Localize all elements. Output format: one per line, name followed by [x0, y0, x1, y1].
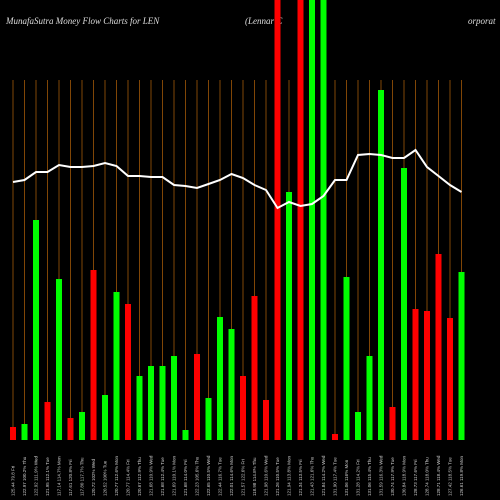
x-tick-label: 121.43 121.6% Thu	[310, 456, 315, 496]
x-tick-label: 121.84 114.2% Wed	[321, 455, 326, 496]
bar	[332, 434, 338, 440]
chart-subtitle: (Lennar C	[245, 16, 283, 26]
x-tick-label: 117.14 114.7% Mon	[57, 456, 62, 496]
bar	[424, 311, 430, 440]
x-tick-label: 120.77 112.6% Mon	[114, 456, 119, 496]
bar	[297, 0, 304, 440]
bar	[205, 398, 212, 440]
x-tick-label: 121.34 113.5% Fri	[298, 460, 303, 496]
bar	[67, 418, 74, 440]
x-tick-label: 121.57 122.6% Fri	[241, 459, 246, 496]
bar	[389, 407, 396, 440]
bar	[171, 356, 177, 440]
x-tick-label: 128.73 117.6% Fri	[413, 460, 418, 496]
bar	[21, 424, 28, 440]
bar	[194, 354, 200, 440]
x-tick-label: 120.52 100% Tue	[103, 460, 108, 496]
bar	[79, 412, 85, 440]
x-tick-label: 121.98 110.6% Wed	[264, 455, 269, 496]
bar	[182, 430, 189, 440]
bar	[263, 400, 269, 440]
x-tick-label: 121.69 110.1% Mon	[172, 456, 177, 496]
bar	[286, 192, 292, 440]
bar	[33, 220, 39, 440]
bar	[355, 412, 361, 440]
x-tick-label: 121.94 113.8% Mon	[287, 456, 292, 496]
x-tick-label: 120.67 112.9% Thu	[137, 457, 142, 496]
bar	[125, 304, 131, 440]
x-tick-label: 126.61 119.8% Mon	[459, 456, 464, 496]
bar	[447, 318, 453, 440]
bar	[90, 270, 97, 440]
plot	[10, 0, 465, 440]
bar	[113, 292, 120, 440]
bar	[102, 395, 108, 440]
x-tick-label: 122.01 114.6% Mon	[229, 456, 234, 496]
bar	[435, 254, 442, 440]
x-tick-label: 121.95 112.1% Tue	[45, 457, 50, 496]
x-tick-label: 131.90 117.4% Tue	[333, 457, 338, 496]
x-tick-label: 121.26 110.5% Tue	[275, 457, 280, 496]
x-tick-label: 122.97 100.2% Thu	[22, 456, 27, 496]
bar	[343, 277, 350, 440]
x-tick-label: 122.65 110.5% Wed	[206, 455, 211, 496]
bar	[136, 376, 143, 440]
x-tick-label: 127.42 118.5% Tue	[448, 457, 453, 496]
x-tick-label: 125.44 79.8 Fri	[11, 466, 16, 496]
price-line	[12, 148, 463, 210]
bar	[228, 329, 235, 440]
x-tick-label: 120.72 102% Wed	[91, 459, 96, 496]
bar	[401, 168, 407, 440]
bar	[159, 366, 166, 440]
bar	[378, 90, 384, 440]
x-tick-label: 121.68 110.9% Wed	[149, 455, 154, 496]
bar	[217, 317, 223, 440]
bar	[458, 272, 465, 440]
x-tick-label: 130.84 118.9% Mon	[402, 456, 407, 496]
bar	[274, 0, 281, 440]
bar	[412, 309, 419, 440]
x-tick-label: 120.77 114.4% Fri	[126, 460, 131, 496]
chart-title: MunafaSutra Money Flow Charts for LEN	[5, 16, 160, 26]
bar	[56, 279, 62, 440]
x-tick-label: 118.98 114.8% Thu	[252, 457, 257, 496]
x-tick-label: 117.80 117.7% Thu	[80, 457, 85, 496]
bar	[240, 376, 246, 440]
chart-subtitle: orporat	[468, 16, 496, 26]
x-tick-label: 122.23 105.6% Thu	[195, 456, 200, 496]
bar	[309, 0, 315, 440]
x-tick-label: 130.74 117.9% Tue	[390, 457, 395, 496]
x-tick-label: 122.92 111.9% Wed	[34, 455, 39, 496]
x-tick-label: 131.06 116% Mon	[344, 459, 349, 496]
x-tick-label: 128.74 118.0% Thu	[425, 457, 430, 496]
x-tick-label: 131.59 116.3% Wed	[379, 455, 384, 496]
x-tick-label: 121.68 112.4% Tue	[160, 457, 165, 496]
x-tick-label: 128.71 118.4% Wed	[436, 455, 441, 496]
bar	[251, 296, 258, 440]
x-tick-label: 121.68 114.0% Fri	[183, 460, 188, 496]
x-tick-label: 122.44 116.7% Tue	[218, 457, 223, 496]
bar	[10, 427, 16, 440]
bar	[148, 366, 154, 440]
bar	[366, 356, 373, 440]
bar	[320, 0, 327, 440]
bar	[44, 402, 51, 440]
x-tick-label: 131.28 114.2% Fri	[356, 460, 361, 496]
x-tick-label: 117.61 120.8% Fri	[68, 460, 73, 496]
x-tick-label: 131.06 115.4% Thu	[367, 457, 372, 496]
